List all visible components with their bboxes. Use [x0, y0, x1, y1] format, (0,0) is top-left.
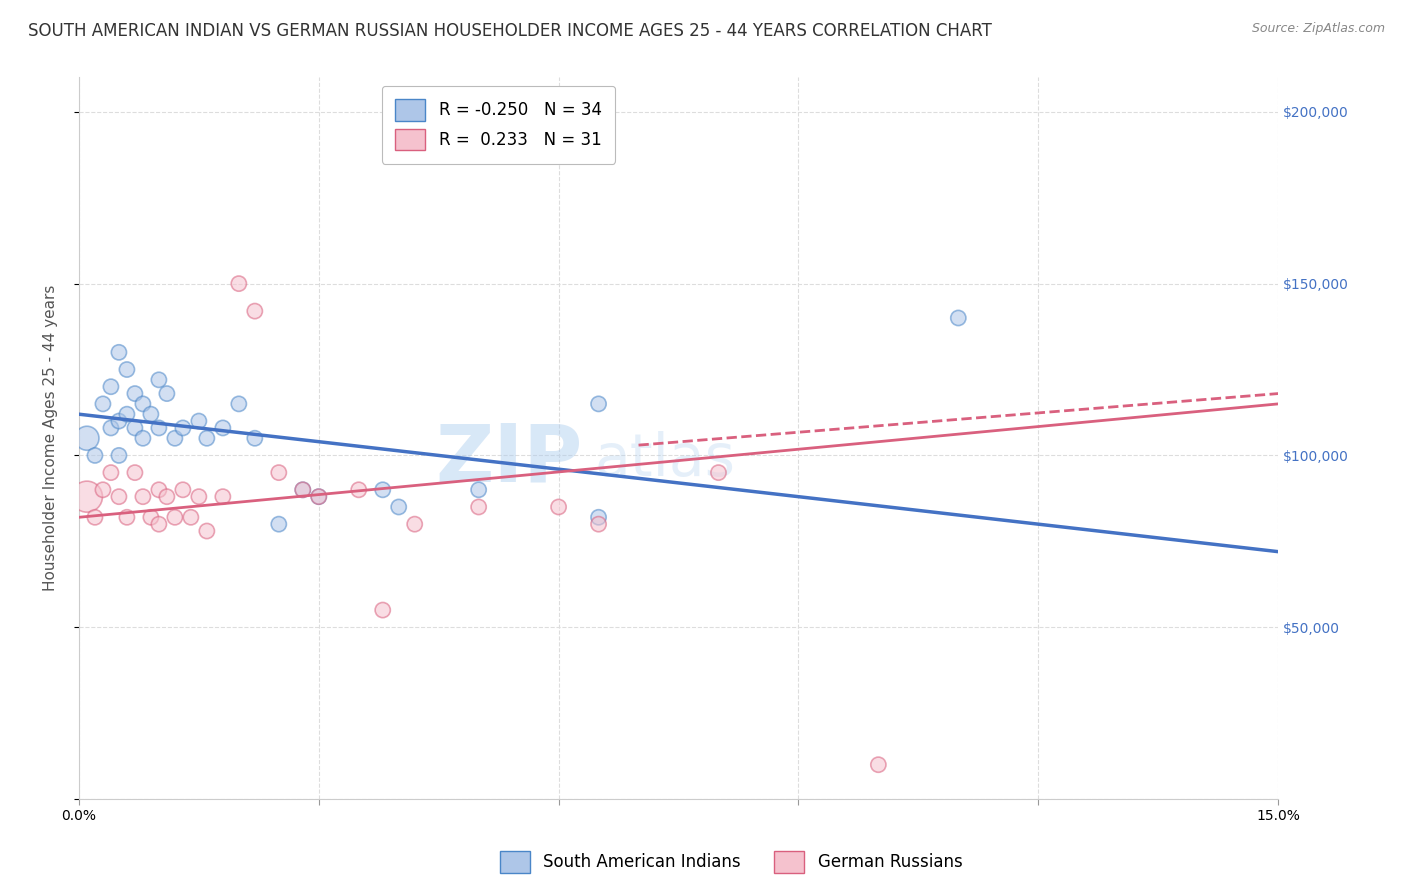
Legend: R = -0.250   N = 34, R =  0.233   N = 31: R = -0.250 N = 34, R = 0.233 N = 31	[382, 86, 616, 163]
Point	[211, 490, 233, 504]
Point	[124, 386, 146, 401]
Point	[371, 603, 394, 617]
Point	[148, 373, 170, 387]
Point	[228, 397, 250, 411]
Point	[308, 490, 330, 504]
Point	[163, 431, 186, 445]
Point	[148, 483, 170, 497]
Point	[243, 431, 266, 445]
Point	[91, 483, 114, 497]
Point	[132, 397, 155, 411]
Point	[467, 483, 489, 497]
Point	[547, 500, 569, 514]
Point	[108, 414, 131, 428]
Point	[187, 490, 209, 504]
Point	[195, 524, 218, 538]
Point	[124, 466, 146, 480]
Point	[139, 510, 162, 524]
Point	[100, 466, 122, 480]
Point	[467, 500, 489, 514]
Point	[84, 510, 107, 524]
Point	[115, 510, 138, 524]
Point	[172, 483, 194, 497]
Point	[371, 483, 394, 497]
Point	[267, 466, 290, 480]
Point	[156, 386, 179, 401]
Point	[588, 510, 610, 524]
Point	[228, 277, 250, 291]
Text: SOUTH AMERICAN INDIAN VS GERMAN RUSSIAN HOUSEHOLDER INCOME AGES 25 - 44 YEARS CO: SOUTH AMERICAN INDIAN VS GERMAN RUSSIAN …	[28, 22, 993, 40]
Point	[76, 490, 98, 504]
Text: ZIP: ZIP	[436, 421, 582, 499]
Point	[707, 466, 730, 480]
Point	[108, 345, 131, 359]
Point	[267, 517, 290, 532]
Point	[388, 500, 411, 514]
Point	[139, 407, 162, 421]
Point	[347, 483, 370, 497]
Point	[588, 517, 610, 532]
Point	[291, 483, 314, 497]
Point	[195, 431, 218, 445]
Point	[180, 510, 202, 524]
Text: atlas: atlas	[595, 432, 735, 489]
Point	[156, 490, 179, 504]
Point	[404, 517, 426, 532]
Point	[187, 414, 209, 428]
Point	[308, 490, 330, 504]
Point	[172, 421, 194, 435]
Point	[108, 449, 131, 463]
Point	[108, 490, 131, 504]
Point	[91, 397, 114, 411]
Point	[132, 490, 155, 504]
Point	[115, 407, 138, 421]
Point	[948, 310, 970, 325]
Point	[132, 431, 155, 445]
Point	[100, 421, 122, 435]
Point	[291, 483, 314, 497]
Point	[124, 421, 146, 435]
Point	[100, 380, 122, 394]
Point	[76, 431, 98, 445]
Point	[84, 449, 107, 463]
Point	[148, 421, 170, 435]
Point	[588, 397, 610, 411]
Point	[163, 510, 186, 524]
Point	[148, 517, 170, 532]
Y-axis label: Householder Income Ages 25 - 44 years: Householder Income Ages 25 - 44 years	[44, 285, 58, 591]
Point	[211, 421, 233, 435]
Legend: South American Indians, German Russians: South American Indians, German Russians	[494, 845, 969, 880]
Point	[243, 304, 266, 318]
Point	[868, 757, 890, 772]
Text: Source: ZipAtlas.com: Source: ZipAtlas.com	[1251, 22, 1385, 36]
Point	[115, 362, 138, 376]
